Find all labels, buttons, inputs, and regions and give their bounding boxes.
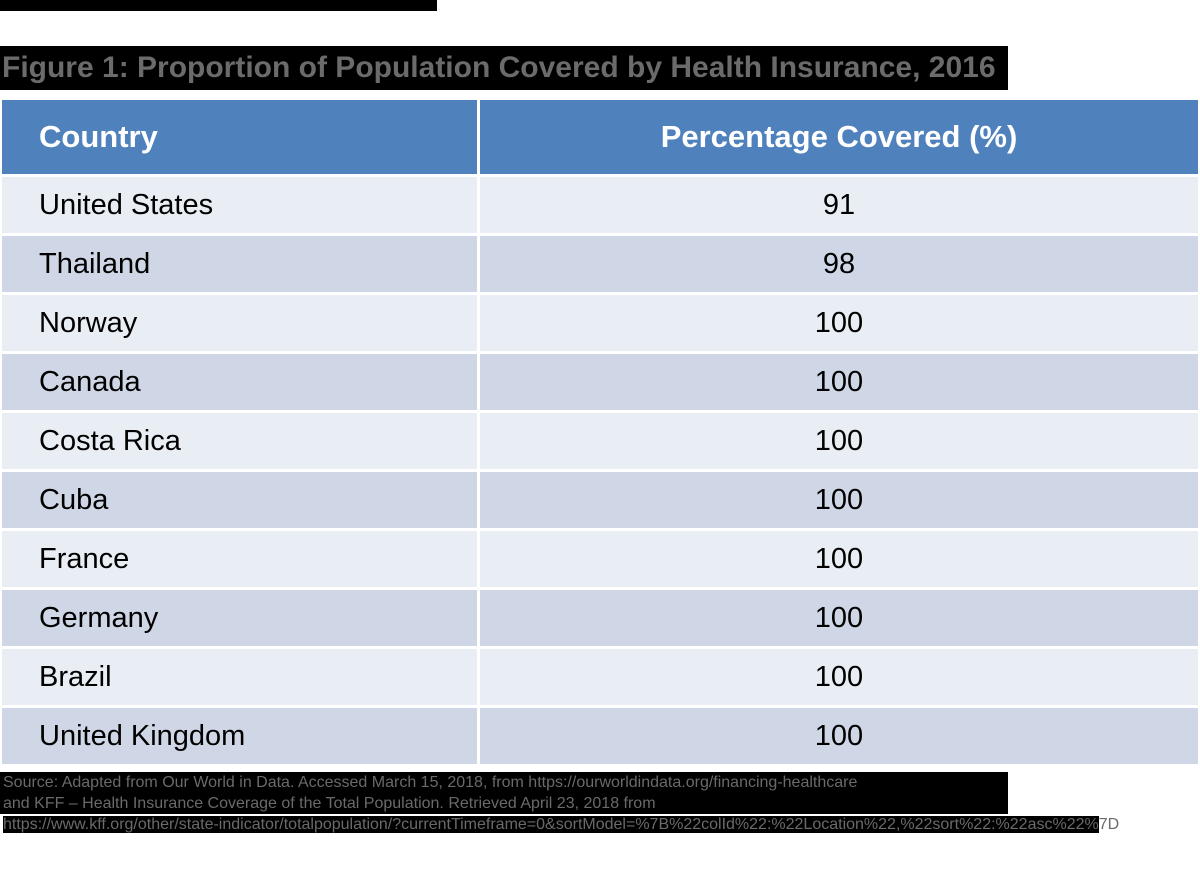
value-cell: 100 [480,590,1198,646]
table-row: Germany 100 [2,590,1198,646]
source-line-1: Source: Adapted from Our World in Data. … [0,772,1200,793]
source-url-highlighted: https://www.kff.org/other/state-indicato… [3,816,1099,833]
value-cell: 100 [480,354,1198,410]
health-insurance-table: Country Percentage Covered (%) United St… [2,100,1198,767]
table-row: United States 91 [2,177,1198,233]
value-cell: 98 [480,236,1198,292]
table-row: United Kingdom 100 [2,708,1198,764]
source-url-tail: 7D [1098,816,1120,833]
figure-title: Figure 1: Proportion of Population Cover… [0,46,1200,90]
table-row: Canada 100 [2,354,1198,410]
source-line-2: and KFF – Health Insurance Coverage of t… [0,793,1200,814]
table-row: Costa Rica 100 [2,413,1198,469]
source-note: Source: Adapted from Our World in Data. … [0,772,1200,835]
table-header-row: Country Percentage Covered (%) [2,100,1198,174]
value-cell: 100 [480,531,1198,587]
country-cell: Brazil [2,649,477,705]
value-cell: 100 [480,295,1198,351]
table-row: Norway 100 [2,295,1198,351]
table-row: Brazil 100 [2,649,1198,705]
country-cell: United States [2,177,477,233]
country-cell: Costa Rica [2,413,477,469]
top-black-bar [0,0,437,11]
country-cell: Thailand [2,236,477,292]
value-cell: 100 [480,708,1198,764]
country-cell: Canada [2,354,477,410]
value-cell: 91 [480,177,1198,233]
value-cell: 100 [480,649,1198,705]
country-cell: United Kingdom [2,708,477,764]
column-header-percentage: Percentage Covered (%) [480,100,1198,174]
table-row: Thailand 98 [2,236,1198,292]
country-cell: France [2,531,477,587]
table-row: Cuba 100 [2,472,1198,528]
table-row: France 100 [2,531,1198,587]
country-cell: Norway [2,295,477,351]
value-cell: 100 [480,472,1198,528]
country-cell: Cuba [2,472,477,528]
column-header-country: Country [2,100,477,174]
country-cell: Germany [2,590,477,646]
value-cell: 100 [480,413,1198,469]
source-line-3: https://www.kff.org/other/state-indicato… [0,814,1200,835]
